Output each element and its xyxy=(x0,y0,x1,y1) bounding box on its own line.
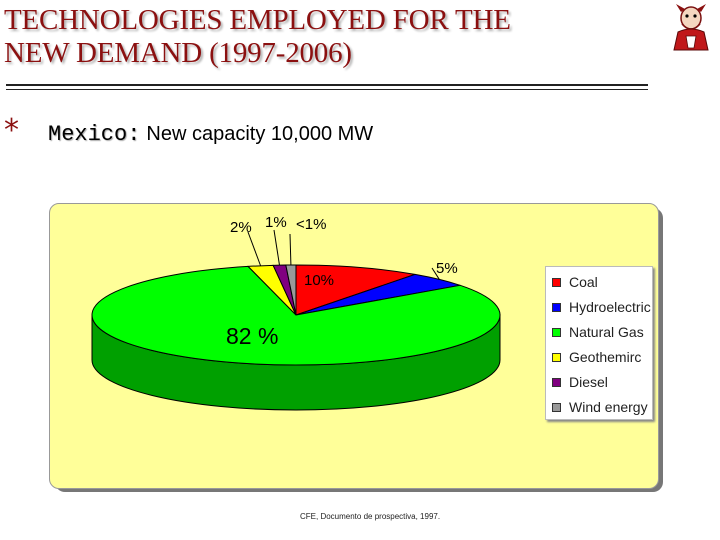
legend-label: Diesel xyxy=(569,374,608,390)
title-line-2: NEW DEMAND (1997-2006) xyxy=(4,37,352,69)
legend-item-natural-gas: Natural Gas xyxy=(552,321,644,343)
pie-slice-coal xyxy=(295,264,416,316)
legend-swatch xyxy=(552,302,561,312)
legend-item-wind-energy: Wind energy xyxy=(552,396,648,418)
data-label-geothermal: 2% xyxy=(230,219,252,236)
legend-item-diesel: Diesel xyxy=(552,371,608,393)
leader-line-diesel xyxy=(273,229,280,266)
legend-swatch xyxy=(552,377,561,387)
data-label-coal: 10% xyxy=(304,272,335,289)
legend-label: Wind energy xyxy=(569,399,648,415)
title-divider-thin xyxy=(6,89,648,90)
chart-legend: Coal Hydroelectric Natural Gas Geothemir… xyxy=(545,266,653,420)
data-label-wind: <1% xyxy=(296,216,327,233)
legend-swatch xyxy=(552,352,561,362)
pie-slice-natural-gas xyxy=(91,265,501,366)
title-divider xyxy=(6,84,648,86)
subtitle-text: New capacity 10,000 MW xyxy=(146,123,374,145)
leader-line-hydroelectric xyxy=(431,267,440,280)
leader-line-wind-energy xyxy=(289,233,292,266)
legend-label: Geothemirc xyxy=(569,349,642,365)
subtitle-country: Mexico: xyxy=(48,122,141,147)
data-label-natural-gas: 82 % xyxy=(226,323,279,349)
legend-item-coal: Coal xyxy=(552,271,598,293)
legend-swatch xyxy=(552,277,561,287)
data-label-diesel: 1% xyxy=(265,214,287,231)
data-label-hydro: 5% xyxy=(436,260,458,277)
legend-label: Hydroelectric xyxy=(569,299,651,315)
subtitle: Mexico: New capacity 10,000 MW xyxy=(48,122,373,147)
legend-item-geothermal: Geothemirc xyxy=(552,346,641,368)
page-title: TECHNOLOGIES EMPLOYED FOR THE NEW DEMAND… xyxy=(4,4,644,70)
mascot-logo-icon xyxy=(673,4,709,51)
legend-label: Natural Gas xyxy=(569,324,644,340)
title-line-1: TECHNOLOGIES EMPLOYED FOR THE xyxy=(4,4,511,36)
legend-swatch xyxy=(552,402,561,412)
legend-label: Coal xyxy=(569,274,598,290)
legend-swatch xyxy=(552,327,561,337)
bullet-asterisk-icon: * xyxy=(4,113,19,148)
source-note: CFE, Documento de prospectiva, 1997. xyxy=(300,512,441,521)
leader-line-geothemirc xyxy=(247,231,262,266)
legend-item-hydroelectric: Hydroelectric xyxy=(552,296,651,318)
